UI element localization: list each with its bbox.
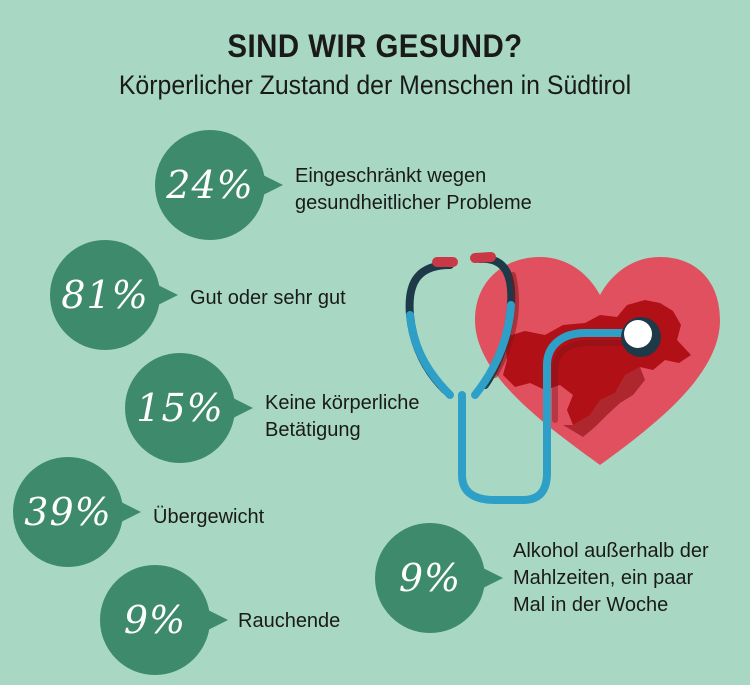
stat-label: Übergewicht <box>153 506 265 528</box>
speech-bubble-icon <box>375 523 503 633</box>
stat-percent: 81% <box>61 273 149 317</box>
stat-label: Eingeschränkt wegen gesundheitlicher Pro… <box>295 165 532 214</box>
stat-bubble: 39% <box>13 452 141 572</box>
stethoscope-icon <box>405 252 631 504</box>
stat-label: Keine körperliche Betätigung <box>265 392 420 441</box>
heart-stethoscope-illustration <box>395 245 730 505</box>
stethoscope-chestpiece-icon <box>621 317 661 357</box>
stat-percent: 15% <box>136 386 224 430</box>
speech-bubble-icon <box>50 240 178 350</box>
speech-bubble-icon <box>13 457 141 567</box>
stat-bubble: 9% <box>375 518 503 638</box>
stat-percent: 24% <box>166 163 254 207</box>
stat-bubble: 9% <box>100 560 228 680</box>
stat-percent: 39% <box>24 490 112 534</box>
page-title: SIND WIR GESUND? <box>227 28 523 64</box>
stat-bubble: 81% <box>50 235 178 355</box>
stat-label: Gut oder sehr gut <box>190 287 346 309</box>
speech-bubble-icon <box>125 353 253 463</box>
stat-bubble: 24% <box>155 125 283 245</box>
speech-bubble-icon <box>100 565 228 675</box>
stat-label: Alkohol außerhalb der Mahlzeiten, ein pa… <box>513 540 709 616</box>
page-subtitle: Körperlicher Zustand der Menschen in Süd… <box>118 70 632 100</box>
stat-percent: 9% <box>398 556 462 600</box>
stat-bubble: 15% <box>125 348 253 468</box>
speech-bubble-icon <box>155 130 283 240</box>
stat-percent: 9% <box>123 598 187 642</box>
stat-label: Rauchende <box>238 610 341 632</box>
